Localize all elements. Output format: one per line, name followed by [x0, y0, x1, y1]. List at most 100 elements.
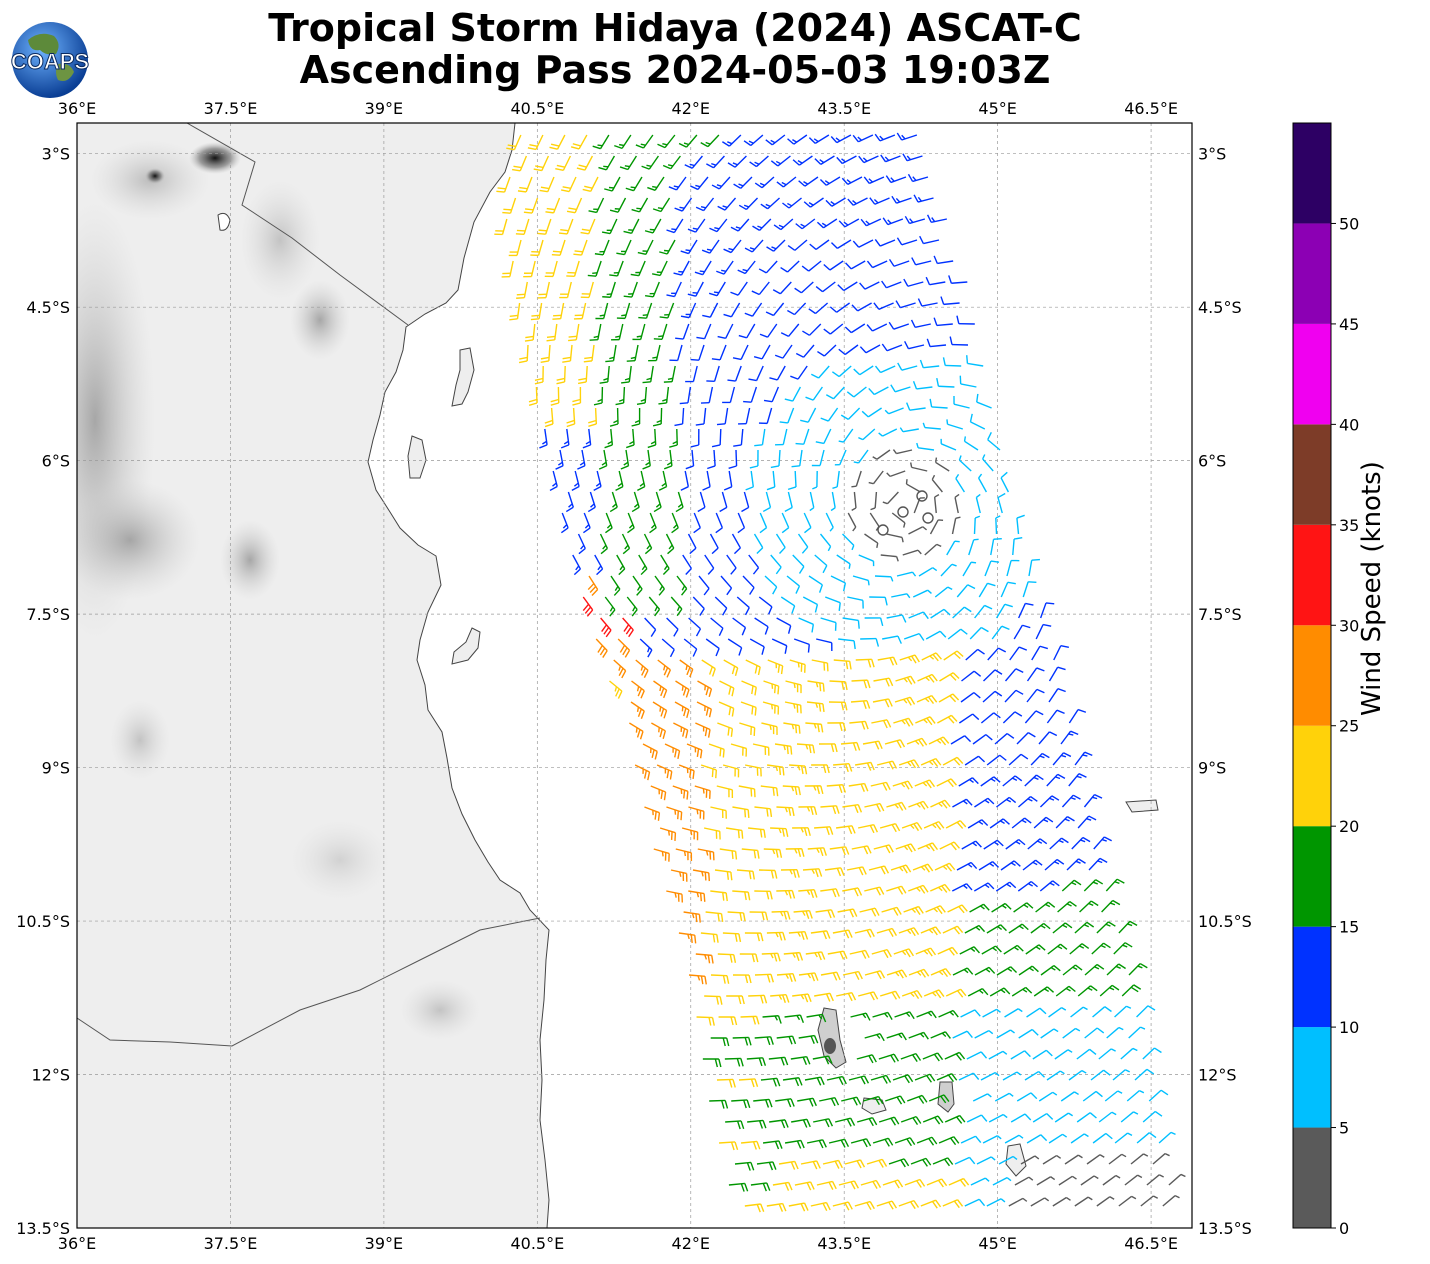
wind-barb	[651, 260, 668, 277]
wind-barb	[1000, 581, 1016, 598]
wind-barb	[710, 890, 728, 902]
wind-barb	[934, 862, 956, 872]
wind-barb	[1018, 965, 1039, 976]
wind-barb	[705, 638, 720, 657]
wind-barb	[566, 407, 576, 428]
wind-barb	[696, 701, 713, 718]
wind-barb	[1049, 837, 1069, 850]
wind-barb	[872, 1137, 894, 1147]
wind-barb	[958, 1072, 980, 1081]
wind-barb	[551, 239, 566, 256]
wind-barb	[827, 722, 847, 732]
wind-barb	[1039, 795, 1060, 808]
wind-barb	[1118, 1195, 1137, 1207]
wind-barb	[746, 1057, 767, 1067]
colorbar-bin	[1293, 1027, 1331, 1128]
lon-tick-label: 36°E	[58, 99, 96, 118]
wind-barb	[842, 533, 855, 551]
calm-circle	[877, 524, 889, 536]
wind-barb	[1005, 838, 1026, 850]
wind-barb	[577, 533, 586, 555]
wind-barb	[827, 950, 848, 960]
wind-barb	[1035, 623, 1052, 640]
wind-barb	[1038, 1091, 1058, 1102]
wind-barb	[962, 561, 977, 577]
wind-barb	[722, 932, 742, 943]
wind-barb	[717, 197, 737, 211]
wind-barb	[1004, 668, 1024, 682]
wind-barb	[620, 449, 630, 470]
wind-barb	[877, 656, 898, 666]
wind-barb	[990, 538, 1002, 556]
wind-barb	[802, 596, 819, 613]
wind-barb	[1060, 730, 1079, 745]
wind-barb	[598, 155, 616, 171]
wind-barb	[616, 554, 626, 576]
wind-barb	[766, 931, 786, 941]
wind-barb	[1068, 773, 1087, 787]
wind-barb	[986, 754, 1007, 766]
wind-barb	[886, 969, 908, 979]
chart-title-line-1: Tropical Storm Hidaya (2024) ASCAT-C	[268, 6, 1082, 50]
wind-barb	[1068, 1069, 1087, 1081]
wind-barb	[866, 323, 888, 332]
wind-barb	[810, 1201, 831, 1212]
wind-barb	[1002, 711, 1023, 724]
wind-barb	[802, 868, 823, 878]
wind-barb	[732, 344, 749, 361]
wind-barb	[675, 491, 684, 513]
wind-barb	[936, 1073, 958, 1083]
wind-barb	[798, 889, 818, 899]
wind-barb	[1130, 1153, 1149, 1165]
wind-barb	[733, 428, 744, 447]
wind-barb	[750, 1182, 771, 1192]
wind-barb	[866, 1158, 888, 1168]
wind-barb	[741, 680, 757, 696]
wind-barb	[687, 281, 704, 297]
wind-barb	[1060, 1091, 1079, 1102]
wind-barb	[1152, 1152, 1170, 1165]
wind-barb	[836, 155, 857, 165]
wind-barb	[853, 449, 869, 464]
wind-barb	[938, 693, 960, 703]
wind-barb	[834, 1117, 856, 1127]
wind-barb	[939, 672, 960, 682]
wind-barb	[911, 257, 932, 266]
wind-barb	[1012, 537, 1023, 556]
wind-barb	[749, 155, 769, 168]
wind-barb	[666, 218, 684, 234]
wind-barb	[760, 197, 780, 210]
wind-barb	[804, 1076, 825, 1086]
wind-barb	[740, 701, 757, 716]
wind-barb	[697, 491, 706, 513]
wind-barb	[956, 315, 975, 325]
wind-barb	[791, 1118, 811, 1128]
wind-barb	[674, 197, 693, 212]
wind-barb	[818, 743, 838, 753]
wind-barb	[804, 785, 824, 795]
wind-barb	[842, 803, 863, 814]
colorbar-bin	[1293, 1127, 1331, 1228]
wind-barb	[844, 323, 866, 334]
wind-barb	[779, 407, 795, 424]
wind-barb	[837, 281, 858, 292]
wind-barb	[680, 239, 698, 255]
wind-barb	[738, 407, 751, 425]
wind-barb	[991, 625, 1010, 640]
wind-barb	[744, 1203, 765, 1213]
wind-barb	[870, 1074, 892, 1084]
wind-barb	[930, 608, 951, 619]
wind-barb	[869, 512, 880, 531]
wind-barb	[740, 1015, 760, 1025]
wind-barb	[820, 805, 840, 815]
wind-barb	[798, 972, 819, 982]
wind-barb	[523, 260, 536, 278]
wind-barb	[960, 1135, 982, 1144]
wind-barb	[806, 1139, 827, 1149]
wind-barb	[986, 924, 1007, 934]
wind-barb	[766, 1202, 787, 1212]
wind-barb	[540, 344, 551, 364]
wind-barb	[765, 302, 785, 317]
wind-barb	[635, 134, 654, 149]
